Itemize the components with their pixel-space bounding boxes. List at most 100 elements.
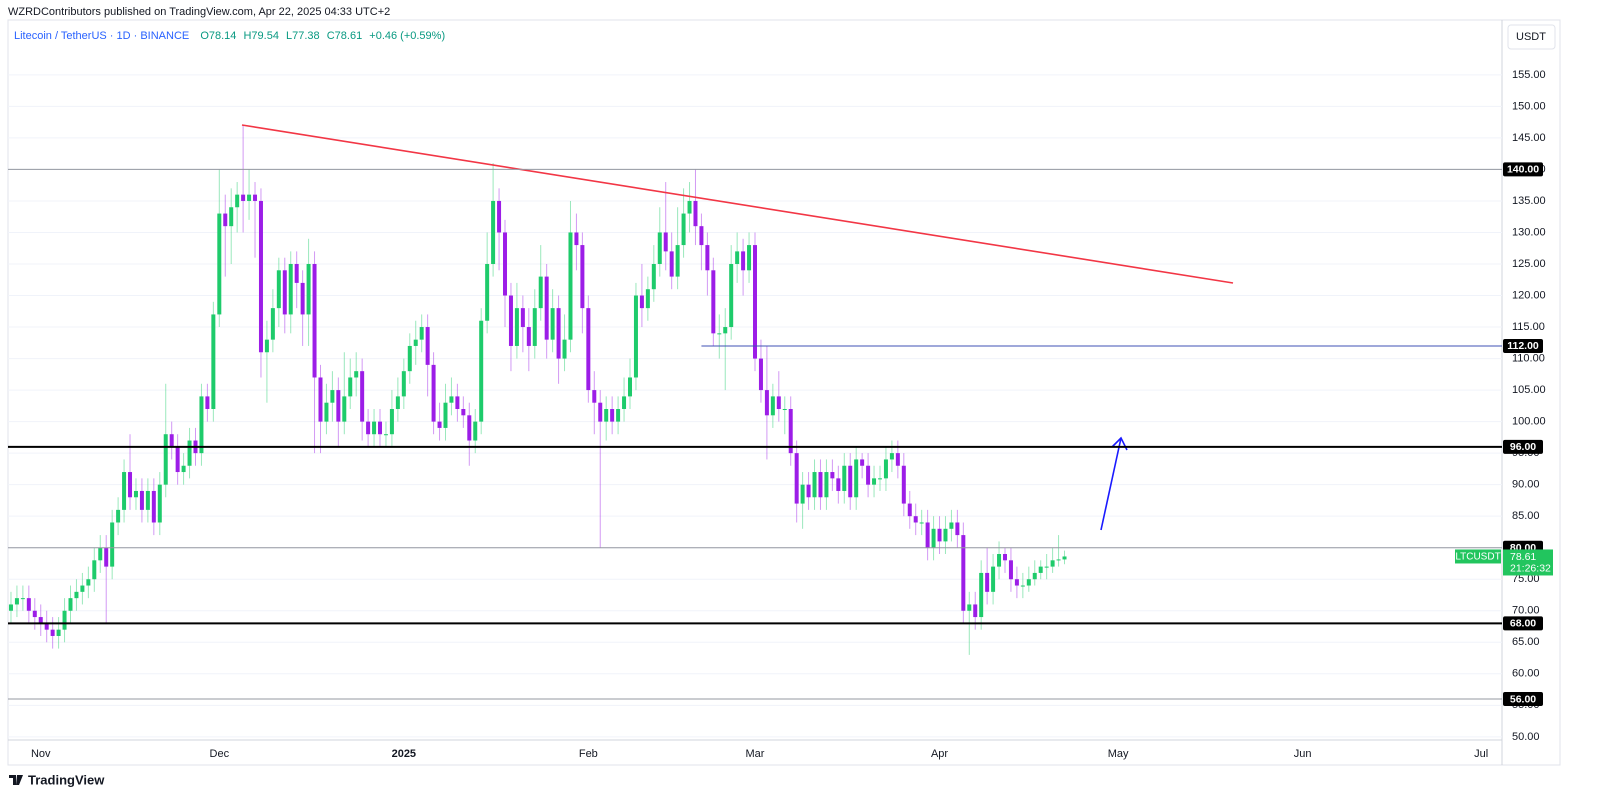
candle-body (50, 629, 55, 636)
candle-body (842, 465, 847, 491)
candle-body (98, 547, 103, 561)
candle-body (56, 629, 61, 636)
y-tick-label: 145.00 (1512, 132, 1546, 144)
candle-body (764, 390, 769, 416)
candle-body (122, 472, 127, 510)
candle-body (657, 232, 662, 264)
candle-body (68, 598, 73, 611)
legend-ohlc: O78.14 (200, 30, 236, 42)
candle-body (455, 396, 460, 410)
x-tick-label: Feb (579, 748, 598, 760)
last-price-symbol: LTCUSDT (1455, 552, 1500, 563)
candle-body (889, 453, 894, 460)
candle-body (389, 409, 394, 435)
candle-body (199, 396, 204, 454)
candle-body (1062, 556, 1067, 560)
candle-body (181, 465, 186, 473)
level-label-box (1503, 439, 1543, 454)
candle-body (782, 409, 787, 411)
candle-body (479, 320, 484, 422)
candle-body (538, 276, 543, 309)
candle-body (973, 604, 978, 618)
candle-body (503, 232, 508, 296)
y-tick-label: 125.00 (1512, 258, 1546, 270)
x-tick-label: Dec (210, 748, 230, 760)
candle-body (985, 572, 990, 592)
level-label: 68.00 (1510, 618, 1536, 630)
candle-body (860, 459, 865, 466)
y-tick-label: 70.00 (1512, 605, 1540, 617)
candle-body (639, 295, 644, 309)
candle-body (1038, 566, 1043, 573)
y-tick-label: 155.00 (1512, 69, 1546, 81)
candle-body (32, 610, 37, 618)
x-tick-label: 2025 (392, 748, 416, 760)
candle-body (628, 377, 633, 397)
level-label: 56.00 (1510, 693, 1536, 705)
candle-body (431, 364, 436, 422)
candle-body (854, 459, 859, 498)
candle-body (907, 503, 912, 517)
candle-body (485, 263, 490, 321)
candle-body (586, 308, 591, 391)
candle-body (354, 371, 359, 378)
candle-body (949, 522, 954, 529)
y-tick-label: 75.00 (1512, 573, 1540, 585)
y-tick-label: 50.00 (1512, 731, 1540, 743)
candle-body (705, 245, 710, 271)
candle-body (312, 263, 317, 378)
candle-body (276, 270, 281, 309)
candle-body (383, 434, 388, 436)
candle-body (128, 472, 133, 498)
candle-body (788, 409, 793, 454)
x-tick-label: May (1108, 748, 1129, 760)
candle-body (318, 377, 323, 422)
candle-body (645, 289, 650, 309)
candle-body (175, 446, 180, 473)
candle-body (872, 478, 877, 485)
candle-body (473, 421, 478, 441)
candle-body (14, 598, 19, 605)
candle-body (348, 377, 353, 397)
x-tick-label: Nov (31, 748, 51, 760)
candle-body (360, 371, 365, 422)
candle-body (753, 245, 757, 359)
footer: TradingView (28, 772, 105, 787)
level-label-box (1503, 338, 1543, 353)
candle-body (508, 295, 513, 346)
candle-body (44, 623, 49, 630)
y-tick-label: 65.00 (1512, 636, 1540, 648)
x-tick-label: Apr (931, 748, 948, 760)
candle-body (991, 566, 996, 592)
candle-body (848, 465, 853, 498)
candle-body (306, 263, 311, 315)
candle-body (776, 396, 781, 410)
candle-body (104, 547, 109, 567)
candle-body (241, 194, 246, 201)
candle-body (580, 245, 585, 309)
candle-body (741, 251, 746, 271)
candle-body (723, 327, 728, 334)
candle-body (824, 472, 829, 498)
y-tick-label: 85.00 (1512, 510, 1540, 522)
candle-body (997, 554, 1002, 567)
candle-body (62, 610, 67, 630)
candle-body (437, 421, 442, 428)
candle-body (419, 327, 424, 340)
candle-body (467, 415, 472, 441)
candle-body (747, 245, 752, 271)
candle-body (550, 308, 555, 340)
candle-body (568, 232, 573, 340)
y-tick-label: 150.00 (1512, 100, 1546, 112)
candle-body (604, 409, 609, 422)
candle-body (544, 276, 549, 340)
candle-body (1050, 560, 1055, 567)
candle-body (770, 396, 775, 416)
candle-body (1008, 560, 1013, 580)
candle-body (110, 522, 115, 567)
candle-body (514, 308, 519, 346)
candle-body (74, 591, 79, 599)
